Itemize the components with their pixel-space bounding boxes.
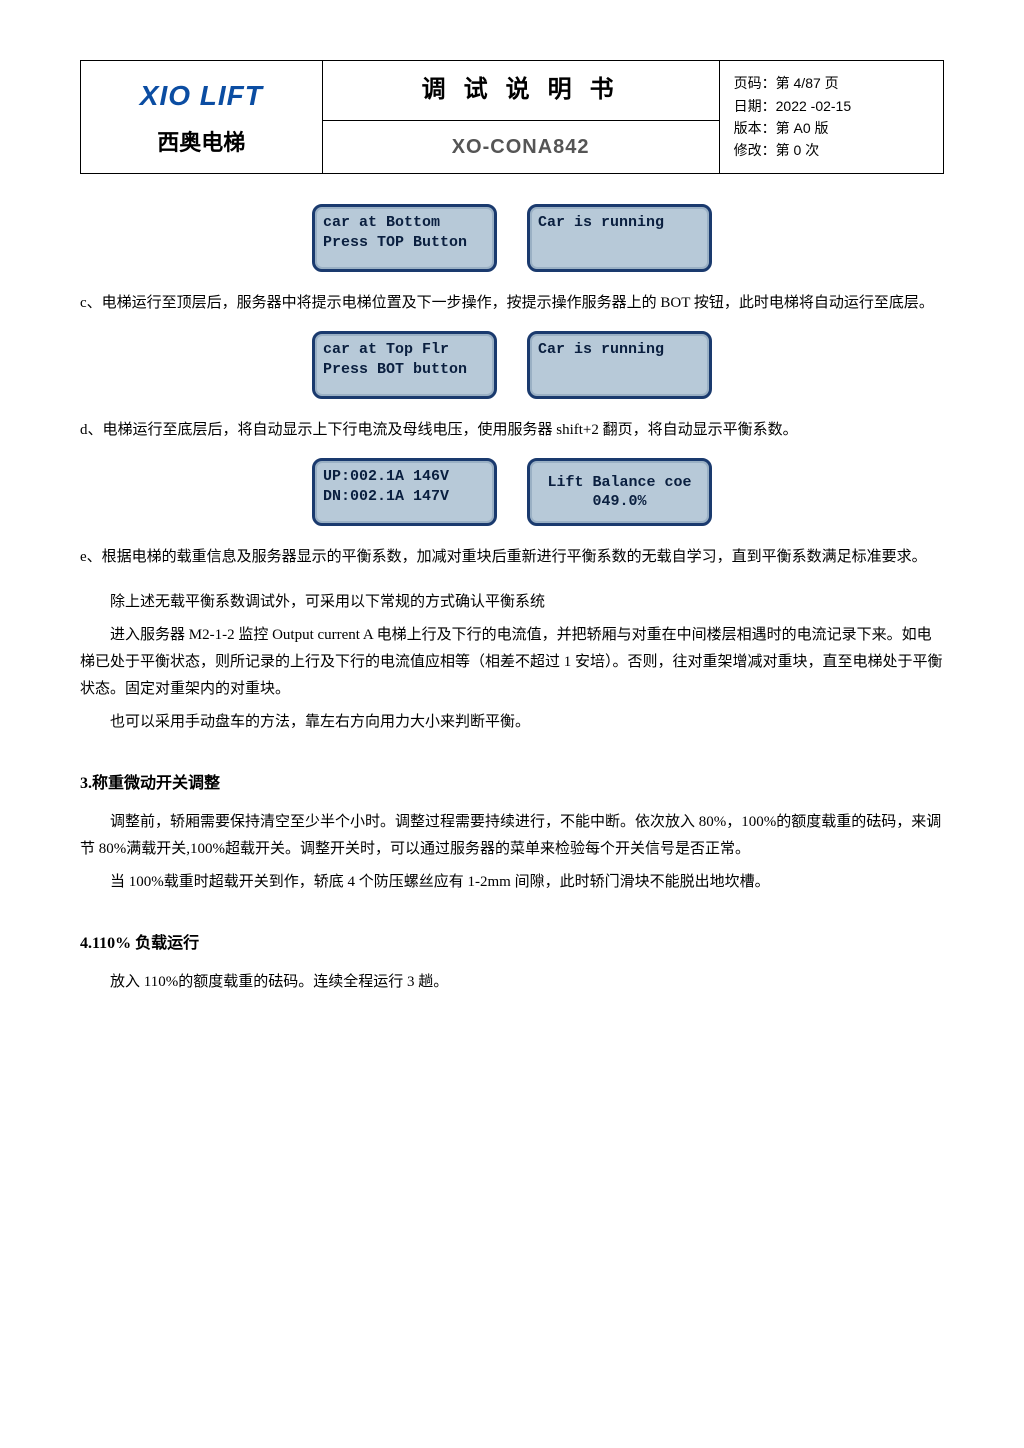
paragraph-f2: 进入服务器 M2-1-2 监控 Output current A 电梯上行及下行…: [80, 622, 944, 703]
version-label: 版本：第: [734, 120, 790, 136]
date-value: 2022 -02-15: [776, 98, 852, 114]
lcd-line: DN:002.1A 147V: [323, 487, 486, 507]
lcd-line: Car is running: [538, 213, 701, 233]
lcd-line: 049.0%: [592, 492, 646, 512]
lcd-row-2: car at Top Flr Press BOT button Car is r…: [80, 331, 944, 399]
section-3-title: 3.称重微动开关调整: [80, 770, 944, 799]
lcd-display-running: Car is running: [527, 204, 712, 272]
lcd-line: car at Bottom: [323, 213, 486, 233]
paragraph-e: e、根据电梯的载重信息及服务器显示的平衡系数，加减对重块后重新进行平衡系数的无载…: [80, 544, 944, 571]
section-3-p1: 调整前，轿厢需要保持清空至少半个小时。调整过程需要持续进行，不能中断。依次放入 …: [80, 809, 944, 863]
logo-main: XIO LIFT: [95, 71, 308, 121]
lcd-line: Car is running: [538, 340, 701, 360]
logo-cell: XIO LIFT 西奥电梯: [81, 61, 323, 174]
lcd-display-top: car at Top Flr Press BOT button: [312, 331, 497, 399]
document-header: XIO LIFT 西奥电梯 调 试 说 明 书 页码：第 4/87 页 日期：2…: [80, 60, 944, 174]
lcd-display-current: UP:002.1A 146V DN:002.1A 147V: [312, 458, 497, 526]
lcd-display-bottom: car at Bottom Press TOP Button: [312, 204, 497, 272]
rev-label: 修改：第: [734, 142, 790, 158]
doc-title: 调 试 说 明 书: [322, 61, 719, 121]
page-value: 4/87 页: [794, 75, 839, 91]
lcd-line: Press BOT button: [323, 360, 486, 380]
lcd-display-balance: Lift Balance coe 049.0%: [527, 458, 712, 526]
section-3-p2: 当 100%载重时超载开关到作，轿底 4 个防压螺丝应有 1-2mm 间隙，此时…: [80, 869, 944, 896]
lcd-display-running-2: Car is running: [527, 331, 712, 399]
lcd-row-1: car at Bottom Press TOP Button Car is ru…: [80, 204, 944, 272]
lcd-row-3: UP:002.1A 146V DN:002.1A 147V Lift Balan…: [80, 458, 944, 526]
meta-cell: 页码：第 4/87 页 日期：2022 -02-15 版本：第 A0 版 修改：…: [719, 61, 943, 174]
page-label: 页码：第: [734, 75, 790, 91]
logo-sub: 西奥电梯: [95, 123, 308, 163]
paragraph-f1: 除上述无载平衡系数调试外，可采用以下常规的方式确认平衡系统: [80, 589, 944, 616]
paragraph-f3: 也可以采用手动盘车的方法，靠左右方向用力大小来判断平衡。: [80, 709, 944, 736]
date-label: 日期：: [734, 98, 776, 114]
lcd-line: car at Top Flr: [323, 340, 486, 360]
paragraph-c: c、电梯运行至顶层后，服务器中将提示电梯位置及下一步操作，按提示操作服务器上的 …: [80, 290, 944, 317]
lcd-line: UP:002.1A 146V: [323, 467, 486, 487]
section-4-title: 4.110% 负载运行: [80, 930, 944, 959]
lcd-line: Lift Balance coe: [547, 473, 691, 493]
paragraph-d: d、电梯运行至底层后，将自动显示上下行电流及母线电压，使用服务器 shift+2…: [80, 417, 944, 444]
version-value: A0 版: [794, 120, 829, 136]
lcd-line: Press TOP Button: [323, 233, 486, 253]
model-code: XO-CONA842: [322, 121, 719, 174]
section-4-p1: 放入 110%的额度载重的砝码。连续全程运行 3 趟。: [80, 969, 944, 996]
rev-value: 0 次: [794, 142, 820, 158]
